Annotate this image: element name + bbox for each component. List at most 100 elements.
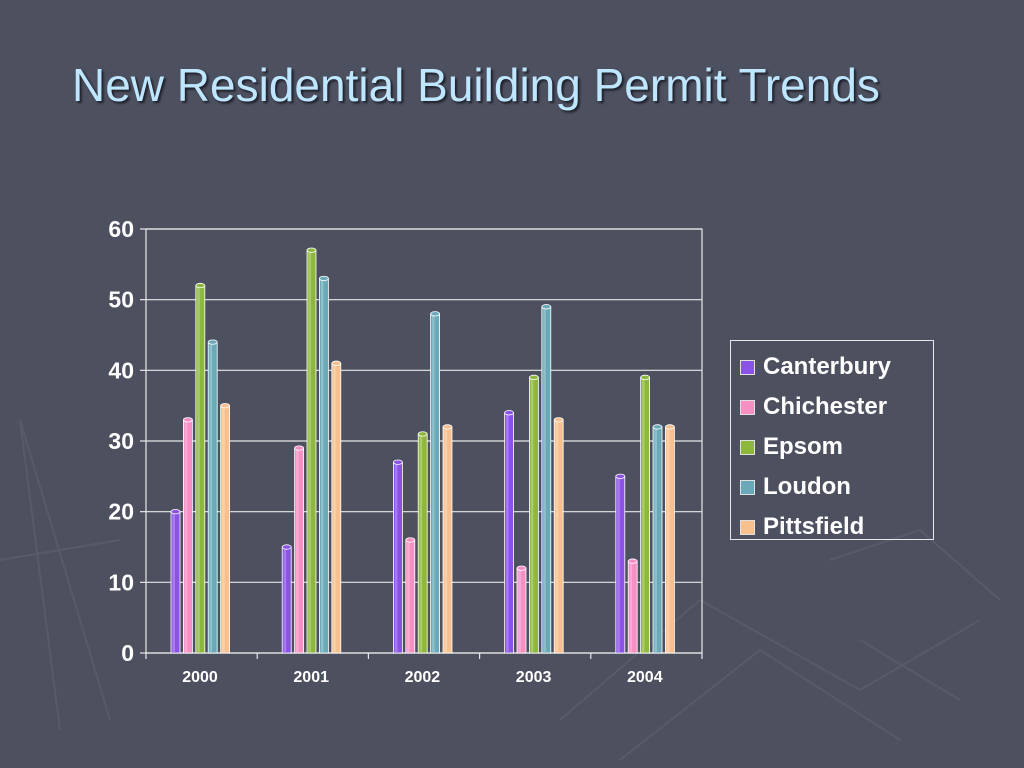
bar-loudon-2003 xyxy=(541,304,552,654)
bar-highlight xyxy=(222,406,225,652)
bar-pittsfield-2001 xyxy=(331,360,342,654)
bar-canterbury-2003 xyxy=(504,410,515,654)
bar-cap xyxy=(220,403,231,409)
bar-loudon-2004 xyxy=(652,424,663,654)
bar-body xyxy=(541,306,552,654)
bar-highlight xyxy=(184,420,188,652)
bar-body xyxy=(442,426,453,654)
bar-highlight xyxy=(518,569,521,652)
bar-highlight xyxy=(629,562,633,652)
bar-loudon-2001 xyxy=(318,275,329,654)
chart-axes xyxy=(140,228,703,659)
bar-chichester-2000 xyxy=(182,417,193,654)
y-tick-label: 60 xyxy=(108,216,134,242)
legend-swatch xyxy=(740,519,755,535)
legend-swatch xyxy=(740,479,755,495)
bar-epsom-2000 xyxy=(195,282,206,654)
bar-cap xyxy=(627,558,638,564)
bar-cap xyxy=(281,544,292,550)
bar-body xyxy=(516,567,527,654)
y-tick-label: 40 xyxy=(108,357,134,383)
bar-cap xyxy=(405,537,416,543)
x-axis-tick-labels: 2000 2001 2002 2003 2004 xyxy=(182,669,662,686)
bar-highlight xyxy=(617,477,620,652)
bar-body xyxy=(392,461,403,654)
bar-highlight xyxy=(444,427,447,652)
y-tick-label: 20 xyxy=(108,499,134,525)
bar-loudon-2002 xyxy=(430,311,441,654)
bar-epsom-2004 xyxy=(640,374,650,654)
bar-highlight xyxy=(283,548,287,652)
bar-body xyxy=(665,426,675,654)
bar-cap xyxy=(417,431,428,437)
legend-item-canterbury: Canterbury xyxy=(740,347,933,387)
legend-label: Epsom xyxy=(763,433,844,460)
legend-swatch xyxy=(740,439,755,455)
bar-body xyxy=(417,433,428,654)
chart-bars xyxy=(170,247,675,654)
bar-cap xyxy=(170,509,181,515)
bar-body xyxy=(281,546,292,654)
bar-cap xyxy=(195,282,206,289)
x-tick-label: 2001 xyxy=(293,669,329,686)
bar-cap xyxy=(392,459,403,465)
legend-label: Chichester xyxy=(763,393,888,420)
bar-chichester-2003 xyxy=(516,565,527,654)
bar-body xyxy=(615,475,626,654)
bar-cap xyxy=(331,360,342,366)
bar-highlight xyxy=(394,463,398,652)
bar-canterbury-2004 xyxy=(615,473,626,654)
bar-highlight xyxy=(209,343,213,652)
bar-body xyxy=(182,419,193,654)
bar-cap xyxy=(541,304,552,310)
chart-legend: Canterbury Chichester Epsom Loudon Pittsfiel… xyxy=(730,340,934,540)
bar-loudon-2000 xyxy=(207,339,218,654)
bar-highlight xyxy=(172,512,175,652)
bar-cap xyxy=(553,417,564,423)
bar-canterbury-2001 xyxy=(281,544,292,654)
bar-cap xyxy=(306,247,317,253)
legend-label: Pittsfield xyxy=(763,513,865,540)
bar-cap xyxy=(182,417,193,423)
bar-canterbury-2002 xyxy=(392,459,403,654)
y-tick-label: 30 xyxy=(108,428,134,454)
bar-epsom-2003 xyxy=(529,374,539,654)
bar-highlight xyxy=(555,420,559,652)
bar-highlight xyxy=(666,427,670,652)
bar-body xyxy=(529,376,539,654)
bar-chichester-2004 xyxy=(627,558,638,654)
x-tick-label: 2003 xyxy=(516,669,552,686)
bar-body xyxy=(405,539,416,654)
bar-highlight xyxy=(530,378,534,652)
bar-body xyxy=(504,412,515,654)
bar-cap xyxy=(665,424,675,430)
bar-cap xyxy=(529,374,539,380)
bar-body xyxy=(294,447,305,654)
bar-highlight xyxy=(296,449,299,652)
bar-cap xyxy=(430,311,441,317)
legend-label: Loudon xyxy=(763,473,851,500)
legend-swatch xyxy=(740,399,755,415)
y-tick-label: 0 xyxy=(121,640,134,666)
bar-body xyxy=(220,405,231,654)
bar-cap xyxy=(504,410,515,416)
bar-canterbury-2000 xyxy=(170,509,181,654)
bar-body xyxy=(627,560,638,654)
bar-highlight xyxy=(308,251,311,652)
x-tick-label: 2000 xyxy=(182,669,218,686)
bar-cap xyxy=(442,424,453,430)
bar-chichester-2002 xyxy=(405,537,416,654)
bar-highlight xyxy=(642,378,645,652)
bar-pittsfield-2003 xyxy=(553,417,564,654)
bar-body xyxy=(318,278,329,654)
bar-cap xyxy=(615,473,626,479)
bar-highlight xyxy=(197,286,200,652)
bar-highlight xyxy=(320,279,324,652)
bar-pittsfield-2000 xyxy=(220,403,231,654)
slide-title: New Residential Building Permit Trends xyxy=(72,59,880,111)
bar-pittsfield-2002 xyxy=(442,424,453,654)
y-axis-tick-labels: 0 10 20 30 40 50 60 xyxy=(108,216,134,666)
